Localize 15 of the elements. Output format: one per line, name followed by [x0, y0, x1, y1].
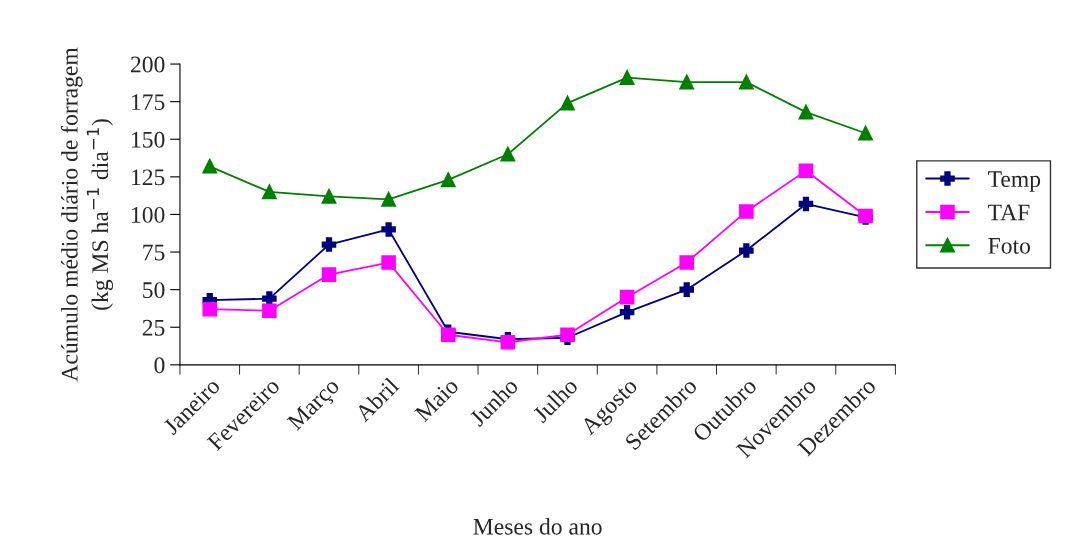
y-tick-label: 150 — [132, 131, 165, 148]
x-axis-title: Meses do ano — [473, 518, 602, 535]
y-tick-label: 50 — [143, 282, 165, 299]
y-tick-label: 125 — [132, 169, 165, 186]
y-tick-label: 100 — [132, 206, 165, 223]
y-tick-label: 75 — [143, 244, 165, 261]
y-axis-title: Acúmulo médio diário de forragem (kg MS ha$^{−1}$ dia$^{−1}$) — [60, 47, 114, 382]
legend-label: Foto — [988, 238, 1031, 254]
y-tick-label: 175 — [132, 94, 165, 111]
y-tick-label: 200 — [130, 56, 165, 73]
y-tick-label: 25 — [142, 319, 165, 336]
x-tick-label: Maio — [414, 377, 460, 423]
legend-label: TAF — [988, 204, 1030, 221]
y-tick-label: 0 — [154, 357, 165, 374]
legend-label: Temp — [988, 171, 1041, 192]
